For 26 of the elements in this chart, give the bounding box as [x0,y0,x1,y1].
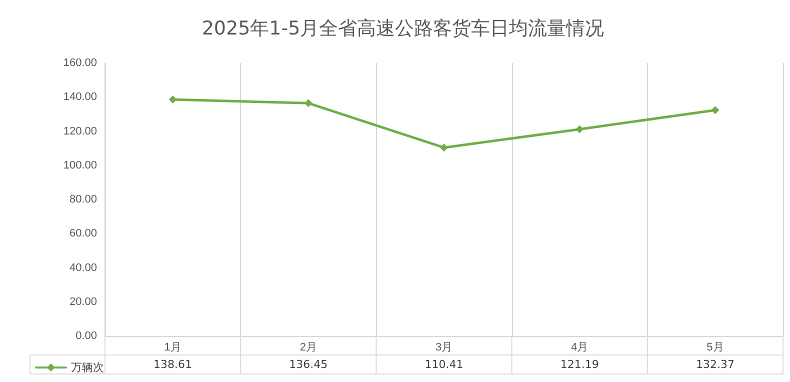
y-tick-label: 40.00 [69,262,97,274]
point [168,95,177,104]
data-label: 136.45 [289,358,328,371]
data-label: 138.61 [154,358,192,371]
x-tick-label: 1月 [164,342,182,354]
point [576,125,584,134]
y-tick-label: 20.00 [69,296,97,308]
data-label: 110.41 [424,358,464,371]
y-tick-label: 100.00 [63,159,97,172]
x-tick-label: 3月 [435,342,453,354]
data-label: 132.37 [696,358,734,371]
y-tick-label: 60.00 [69,228,97,240]
legend-label: 万辆次 [71,361,104,374]
x-tick-label: 5月 [706,342,724,354]
point [304,99,312,108]
y-tick-label: 160.00 [63,57,97,69]
y-tick-label: 0.00 [76,330,97,342]
point [440,144,448,152]
data-label: 121.19 [560,358,599,371]
y-tick-label: 120.00 [63,125,97,138]
y-tick-label: 80.00 [69,194,97,206]
chart-title: 2025年1-5月全省高速公路客货车日均流量情况 [202,18,604,40]
x-tick-label: 4月 [571,342,588,354]
x-tick-label: 2月 [300,342,317,354]
point [711,106,720,114]
y-tick-label: 140.00 [63,91,97,104]
